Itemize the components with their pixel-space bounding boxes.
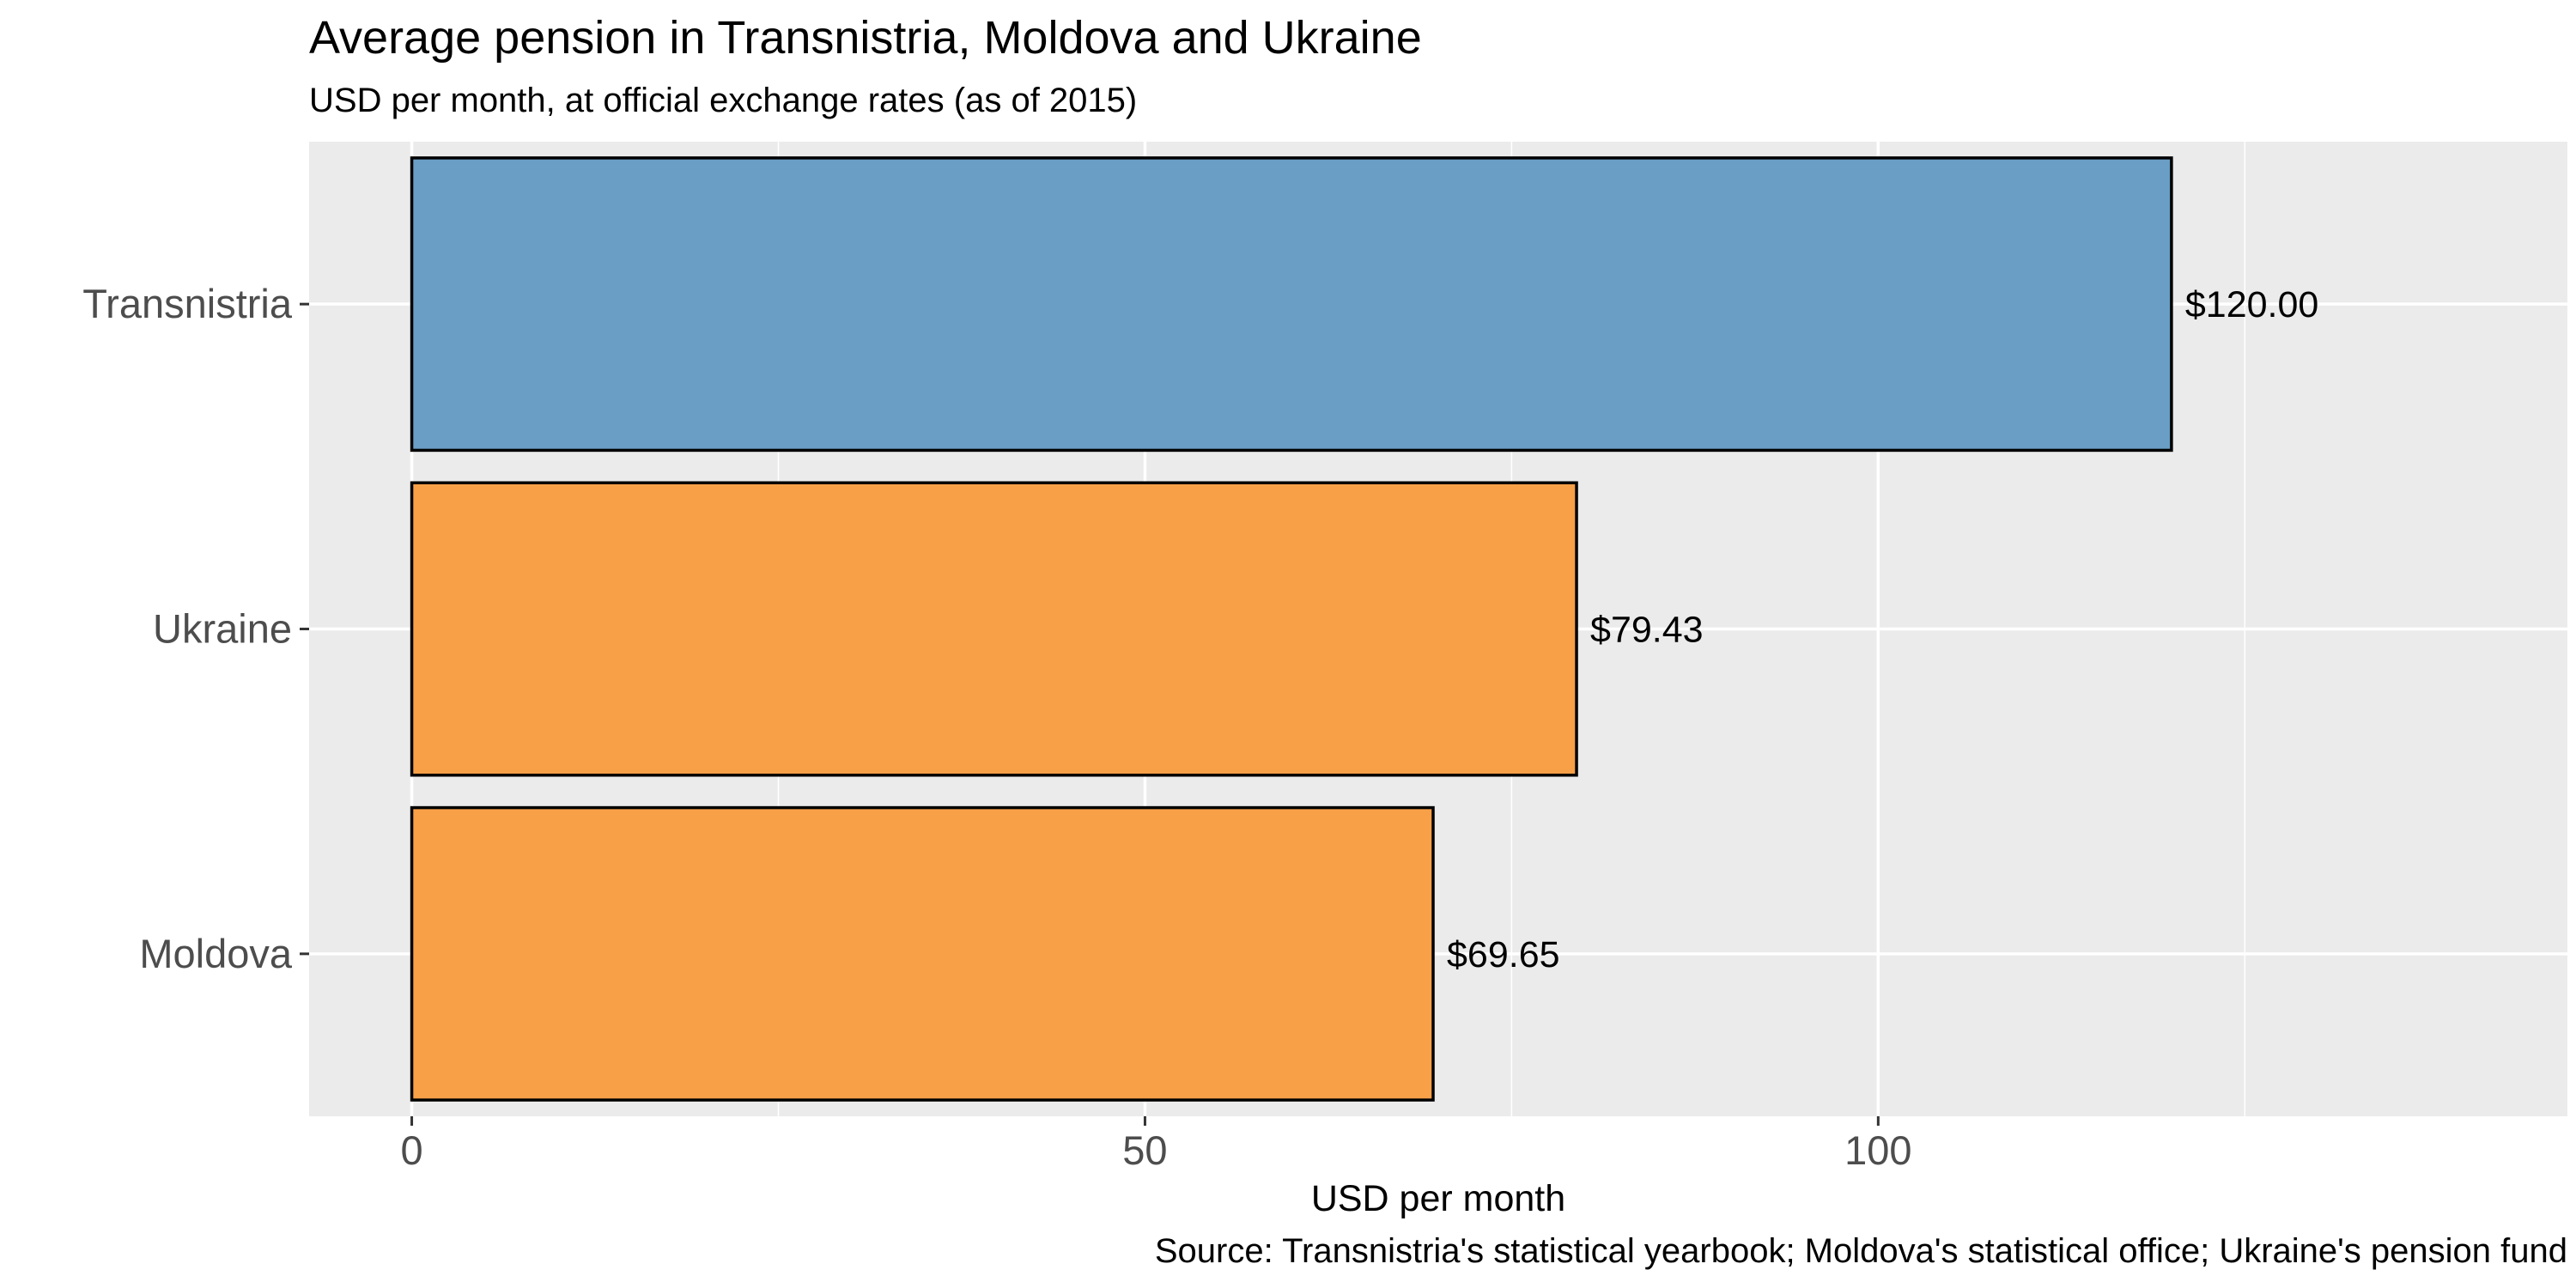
data-label-ukraine: $79.43 [1590,610,1704,651]
data-label-transnistria: $120.00 [2185,284,2318,325]
x-tick-label-50: 50 [1122,1127,1167,1173]
bars-layer [410,156,2173,1102]
x-tick-label-0: 0 [400,1127,422,1173]
data-label-moldova: $69.65 [1447,934,1560,975]
y-axis: Transnistria Ukraine Moldova [82,281,309,976]
bar-moldova [410,805,1435,1102]
data-labels-layer: $120.00 $79.43 $69.65 [1447,284,2318,975]
y-tick-label-ukraine: Ukraine [153,606,292,652]
bar-transnistria [410,156,2173,453]
chart-title: Average pension in Transnistria, Moldova… [309,12,1422,64]
y-tick-label-moldova: Moldova [139,931,293,976]
x-axis: 0 50 100 [400,1116,1912,1173]
chart-caption: Source: Transnistria's statistical yearb… [1155,1232,2567,1270]
y-tick-label-transnistria: Transnistria [82,281,293,326]
x-tick-label-100: 100 [1844,1127,1911,1173]
bar-ukraine [410,481,1578,777]
chart-subtitle: USD per month, at official exchange rate… [309,82,1137,119]
x-axis-title: USD per month [1311,1178,1565,1219]
